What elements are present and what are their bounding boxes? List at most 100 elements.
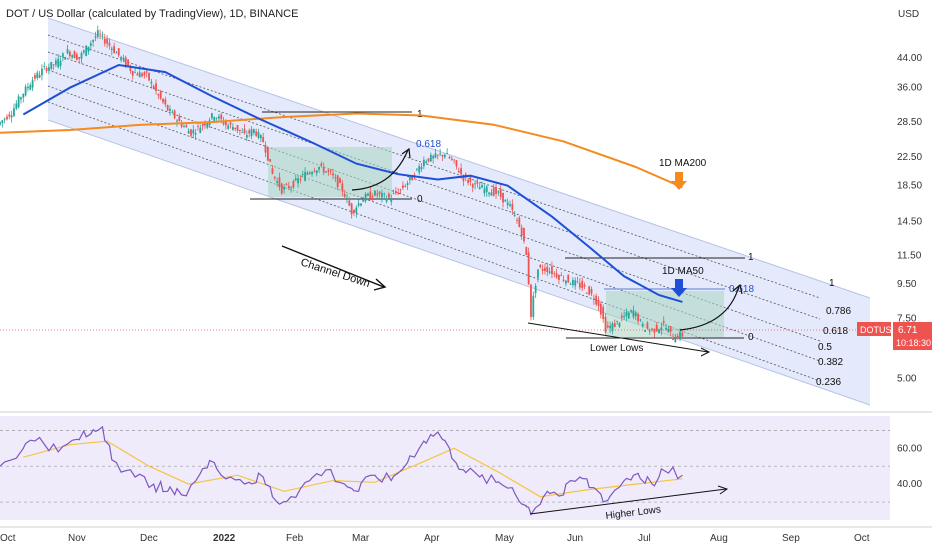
candle — [24, 84, 27, 97]
candle — [64, 56, 67, 60]
candle — [82, 49, 85, 55]
symbol-badge-bg — [857, 322, 891, 336]
candle — [68, 50, 71, 59]
candle — [530, 284, 532, 321]
candle — [117, 48, 120, 58]
candle — [565, 280, 567, 287]
candle — [436, 154, 439, 160]
candle — [406, 180, 409, 190]
candle — [134, 67, 136, 74]
ma200-label: 1D MA200 — [659, 158, 707, 169]
candle — [34, 72, 36, 82]
candle — [148, 72, 150, 82]
rsi-axis: 60.00 40.00 — [897, 443, 922, 490]
channel-down-arrow — [281, 245, 385, 288]
candle — [616, 320, 619, 325]
candle — [455, 160, 458, 170]
last-price-badge: DOTUSD 6.71 10:18:30 — [857, 322, 932, 350]
time-tick-label-8: Jun — [567, 533, 583, 544]
time-tick-label-2: Dec — [140, 533, 158, 544]
last-price-value: 6.71 — [898, 325, 918, 336]
candle — [513, 211, 516, 218]
candle — [15, 100, 18, 111]
candle — [450, 156, 453, 161]
candle — [113, 42, 116, 54]
candle — [432, 154, 435, 164]
candle — [336, 174, 339, 191]
candle — [350, 202, 353, 219]
curve-arrowhead-febmar — [401, 147, 411, 159]
candle — [504, 199, 507, 202]
candle — [476, 178, 479, 188]
candle — [238, 129, 241, 136]
ma50-layer — [22, 63, 683, 303]
candle — [648, 328, 651, 335]
candle — [3, 117, 6, 124]
candle — [630, 309, 633, 314]
candle — [646, 320, 649, 330]
time-tick-label-11: Sep — [782, 533, 800, 544]
candle — [173, 109, 176, 120]
rsi-pane[interactable]: Higher Lows — [0, 411, 932, 522]
rsi-background — [0, 416, 890, 520]
candle — [606, 321, 609, 329]
candle — [408, 176, 411, 185]
candle — [110, 46, 113, 56]
candle — [362, 196, 365, 202]
candle — [632, 305, 635, 320]
candle — [439, 148, 442, 157]
candle — [304, 167, 306, 182]
candle — [651, 328, 653, 332]
candle — [229, 121, 232, 129]
candle — [145, 69, 148, 78]
candle — [597, 296, 600, 311]
candle — [681, 330, 684, 339]
candle — [497, 190, 500, 196]
candle — [248, 128, 251, 138]
time-tick-label-10: Aug — [710, 533, 728, 544]
candle — [264, 141, 267, 158]
fib-small-bottom-label: 0 — [417, 194, 423, 205]
price-axis[interactable]: 44.00 36.00 28.50 22.50 18.50 14.50 11.50 9.50 7… — [890, 0, 932, 550]
time-axis[interactable]: Oct Nov Dec 2022 Feb Mar Apr May Jun Jul Aug Sep Oct — [0, 526, 932, 544]
candle — [506, 198, 509, 209]
candle — [259, 133, 262, 143]
candle — [676, 333, 679, 340]
candle — [534, 283, 537, 298]
candle — [299, 175, 302, 184]
price-tick-label-1: 36.00 — [897, 83, 922, 94]
candle — [280, 182, 283, 196]
candle — [499, 184, 502, 200]
candle — [271, 165, 274, 175]
candle — [61, 52, 64, 62]
candle — [66, 44, 69, 55]
candle — [560, 272, 563, 277]
candle — [257, 128, 260, 140]
candle — [527, 247, 530, 285]
fib-channel-label-4: 0.382 — [818, 357, 843, 368]
time-tick-label-3: 2022 — [213, 533, 236, 544]
candle — [138, 68, 141, 78]
curve-arrow-junjul — [679, 285, 740, 331]
candle — [178, 113, 181, 122]
candle — [353, 208, 355, 216]
candle — [511, 199, 514, 216]
candle — [80, 51, 83, 64]
candle — [341, 180, 344, 197]
candle — [672, 333, 674, 341]
last-price-bg — [893, 322, 932, 350]
candle — [162, 98, 164, 105]
higher-lows-line — [529, 488, 727, 515]
candle — [276, 177, 279, 187]
candle — [467, 178, 469, 186]
candle — [488, 191, 490, 197]
candle — [169, 105, 171, 116]
candle — [599, 301, 602, 319]
candle — [52, 63, 55, 70]
candle — [669, 326, 672, 336]
candle — [485, 185, 488, 197]
price-tick-label-4: 18.50 — [897, 181, 922, 192]
candle — [544, 263, 546, 275]
candle — [532, 291, 535, 321]
